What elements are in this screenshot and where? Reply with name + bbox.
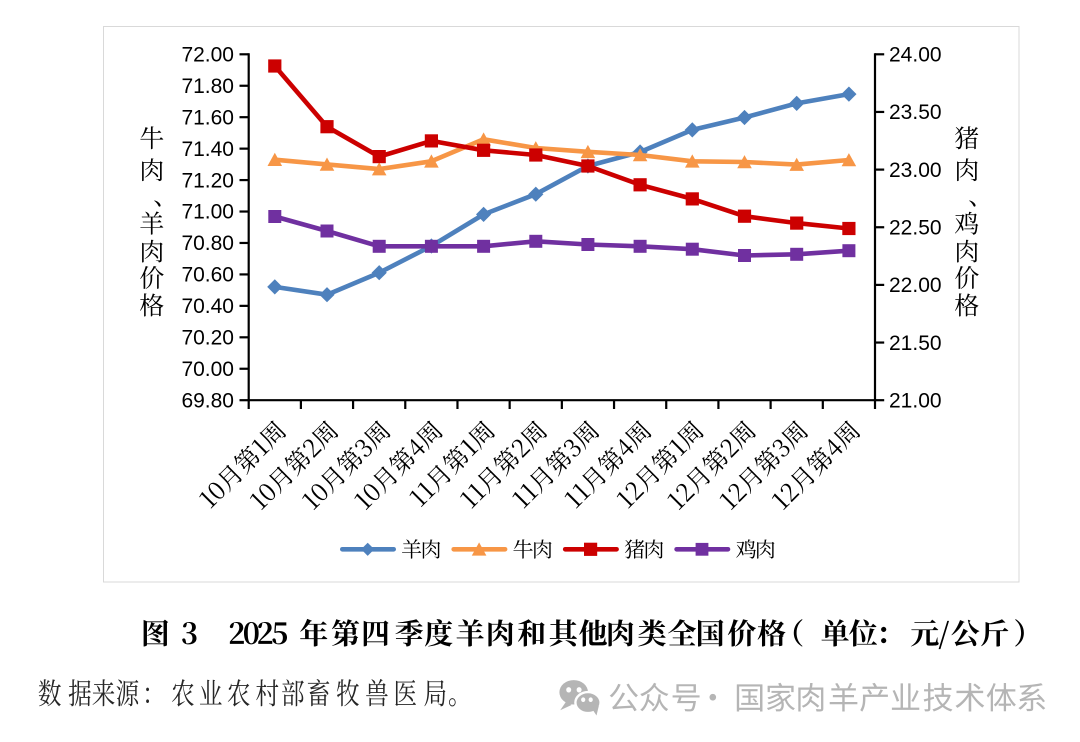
svg-text:22.00: 22.00 <box>889 274 942 297</box>
svg-text:70.00: 70.00 <box>181 358 234 381</box>
svg-text:21.50: 21.50 <box>889 332 942 355</box>
svg-text:72.00: 72.00 <box>181 44 234 67</box>
svg-text:21.00: 21.00 <box>889 389 942 412</box>
svg-text:70.60: 70.60 <box>181 264 234 287</box>
svg-text:70.40: 70.40 <box>181 295 234 318</box>
svg-text:71.00: 71.00 <box>181 201 234 224</box>
svg-text:24.00: 24.00 <box>889 44 942 67</box>
svg-text:70.80: 70.80 <box>181 232 234 255</box>
svg-text:71.60: 71.60 <box>181 106 234 129</box>
svg-text:71.80: 71.80 <box>181 75 234 98</box>
svg-text:70.20: 70.20 <box>181 327 234 350</box>
svg-text:22.50: 22.50 <box>889 216 942 239</box>
svg-text:71.40: 71.40 <box>181 138 234 161</box>
svg-text:71.20: 71.20 <box>181 169 234 192</box>
svg-text:69.80: 69.80 <box>181 389 234 412</box>
svg-text:23.00: 23.00 <box>889 159 942 182</box>
svg-text:23.50: 23.50 <box>889 101 942 124</box>
